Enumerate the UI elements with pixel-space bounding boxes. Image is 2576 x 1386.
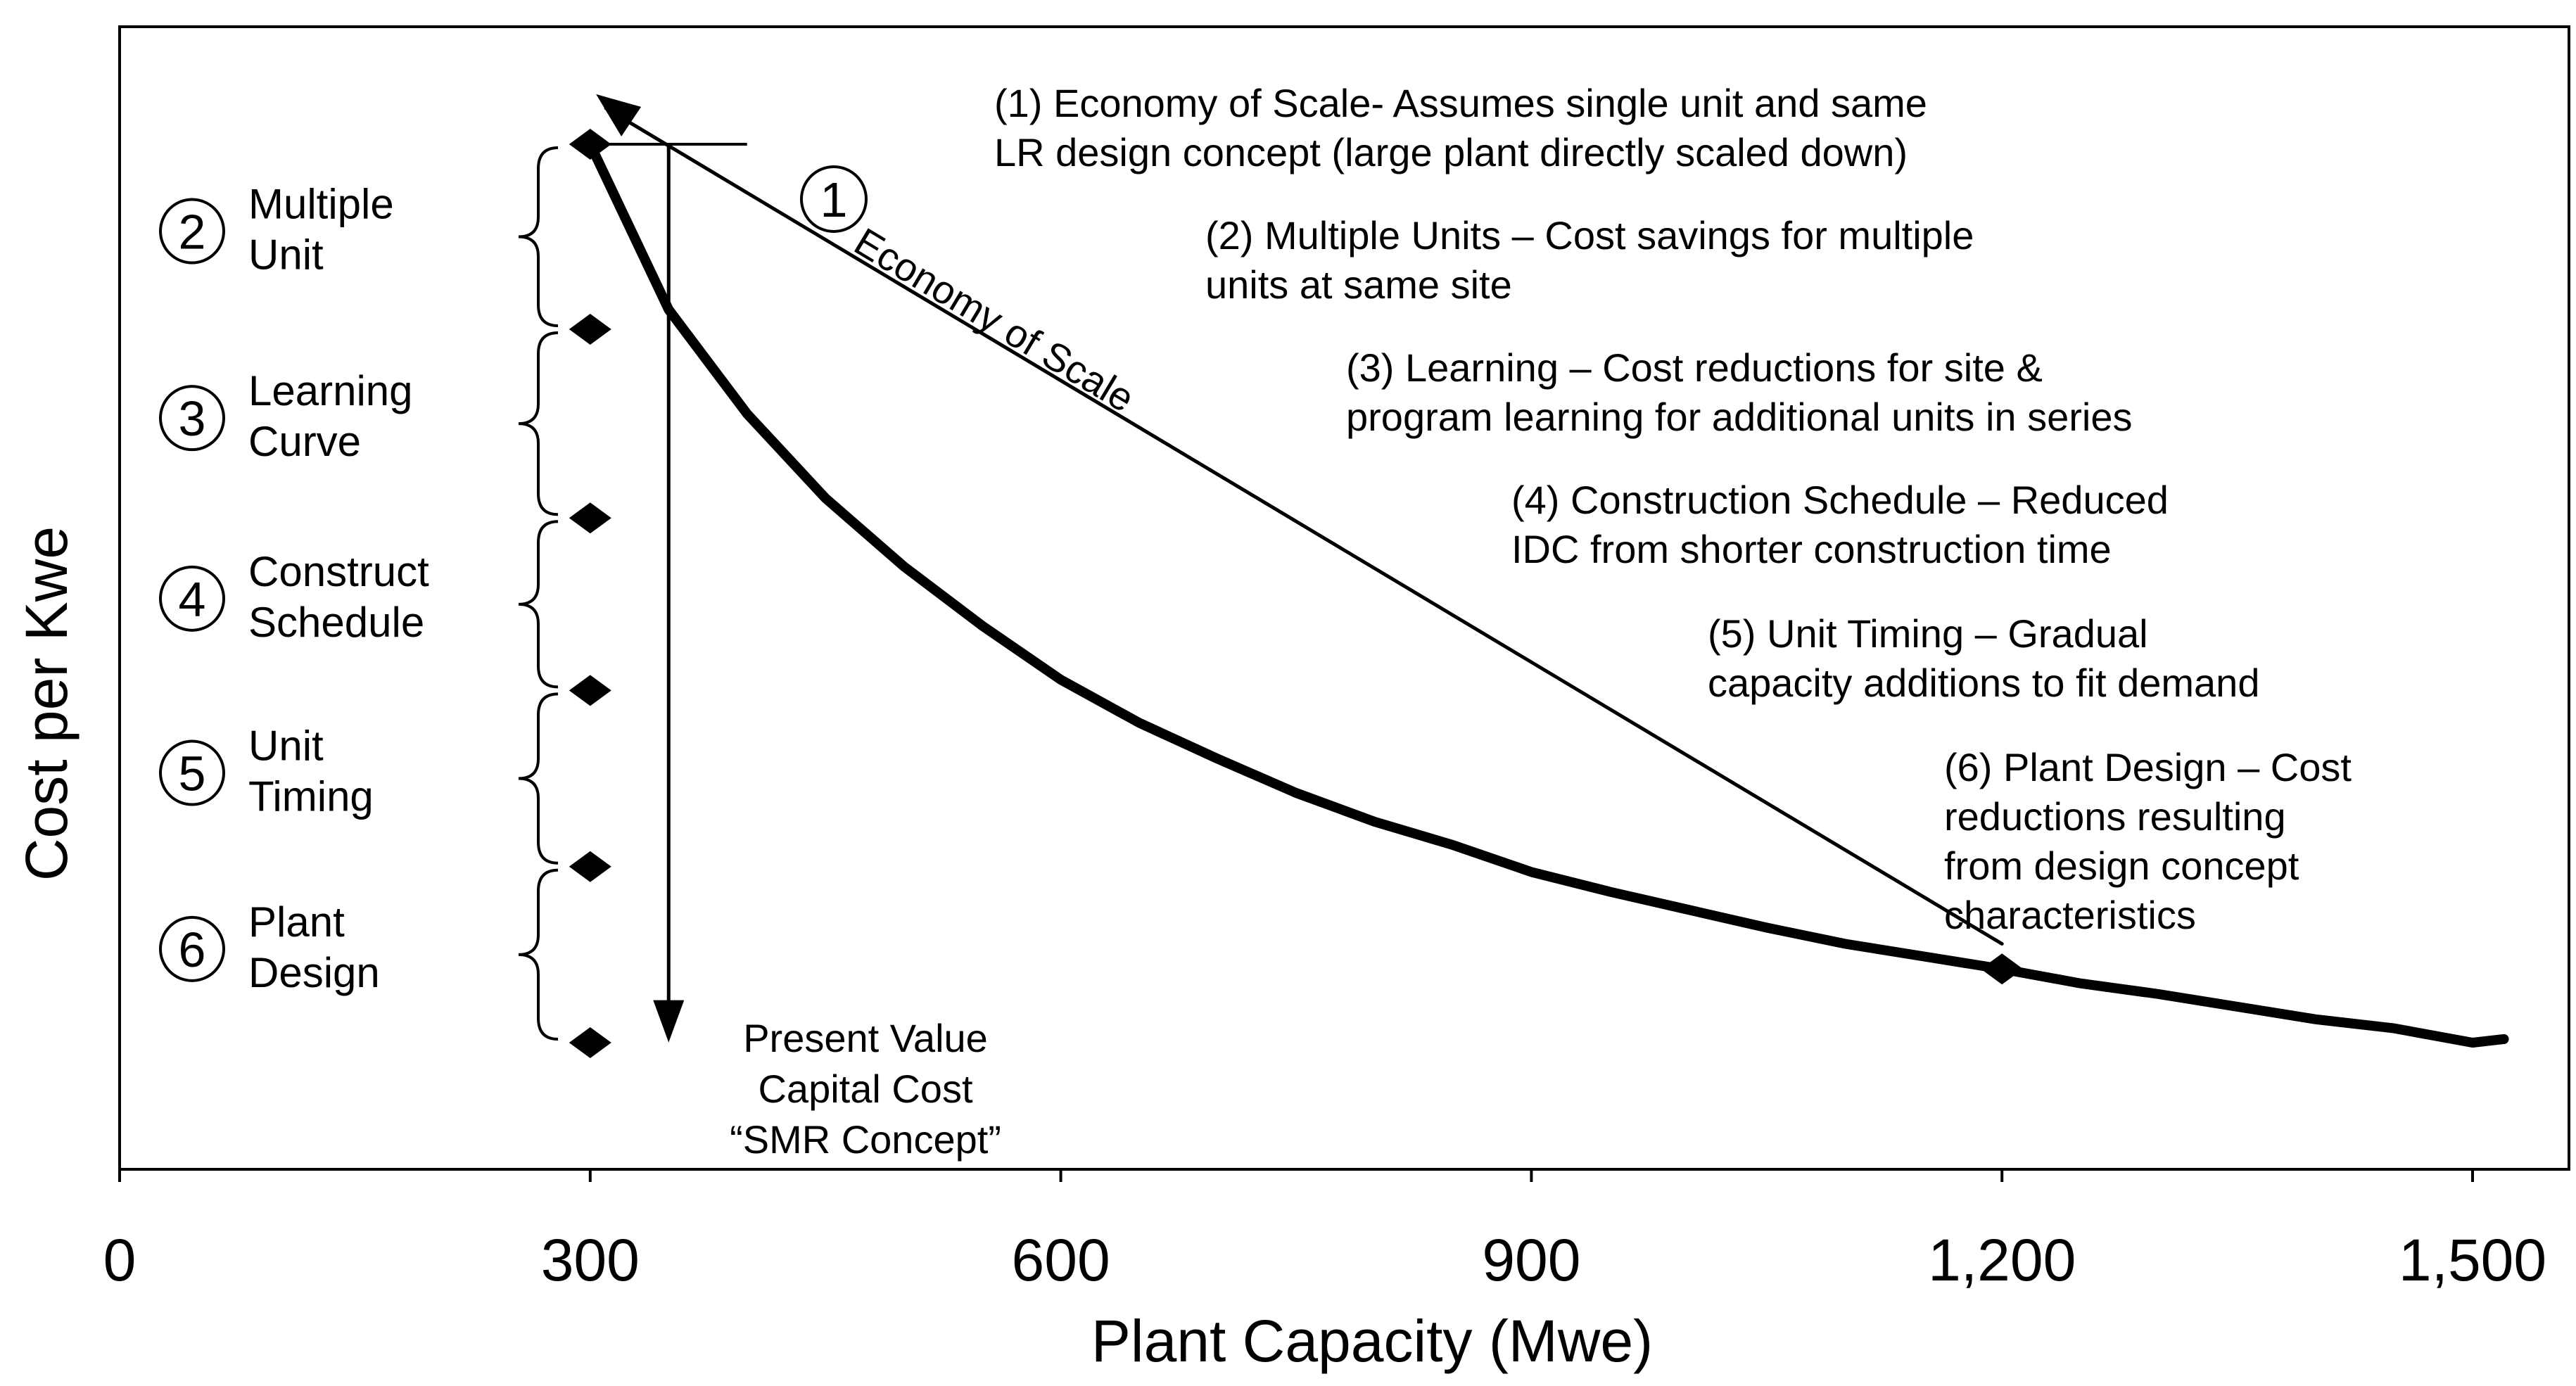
- step-marker: [569, 129, 611, 160]
- step-label-line: Timing: [248, 773, 374, 820]
- step-circle: [159, 565, 225, 632]
- pv-label-line: “SMR Concept”: [730, 1117, 1001, 1162]
- pv-label-line: Present Value: [743, 1016, 988, 1060]
- capital-cost-curve: [585, 139, 2509, 1048]
- note-line: units at same site: [1205, 262, 1512, 307]
- large-plant-marker: [1981, 953, 2024, 985]
- step-label-line: Design: [248, 949, 380, 996]
- y-axis-title: Cost per Kwe: [13, 526, 80, 881]
- step-marker: [569, 1027, 611, 1058]
- step-label-line: Curve: [248, 418, 361, 465]
- economy-of-scale-line: [604, 106, 2004, 946]
- step-label-line: Learning: [248, 367, 413, 414]
- note-line: characteristics: [1944, 893, 2196, 937]
- note-line: IDC from shorter construction time: [1511, 527, 2112, 571]
- step-label-line: Schedule: [248, 599, 424, 646]
- x-tick-label: 900: [1482, 1227, 1580, 1293]
- eos-circle: [800, 165, 868, 233]
- step-marker: [569, 851, 611, 882]
- step-bracket: [518, 520, 559, 689]
- step-marker: [569, 675, 611, 706]
- x-tick-label: 0: [103, 1227, 137, 1293]
- note-line: (3) Learning – Cost reductions for site …: [1346, 345, 2043, 390]
- eos-label: Economy of Scale: [847, 219, 1142, 420]
- x-tick-label: 1,200: [1928, 1227, 2076, 1293]
- pv-arrowhead: [653, 1000, 685, 1043]
- step-number: 5: [179, 746, 206, 801]
- data-markers: [569, 129, 2024, 1058]
- step-label-line: Unit: [248, 231, 324, 279]
- step-label-line: Unit: [248, 723, 324, 770]
- step-bracket: [518, 692, 559, 865]
- eos-arrowhead: [596, 94, 642, 136]
- x-tick-label: 300: [541, 1227, 640, 1293]
- misc-annotations: Present Value Capital Cost “SMR Concept” 1E…: [653, 144, 1142, 1162]
- step-bracket: [518, 331, 559, 516]
- step-circle: [159, 198, 225, 265]
- step-marker: [569, 502, 611, 534]
- step-label-line: Multiple: [248, 181, 394, 228]
- step-bracket: [518, 868, 559, 1041]
- step-marker: [569, 314, 611, 345]
- x-tick-label: 600: [1012, 1227, 1110, 1293]
- annotation-notes: (1) Economy of Scale- Assumes single uni…: [994, 81, 2352, 937]
- step-circle: [159, 739, 225, 806]
- step-bracket: [518, 146, 559, 328]
- plot-frame: [118, 25, 2570, 1171]
- note-line: (4) Construction Schedule – Reduced: [1511, 478, 2169, 522]
- step-label-line: Construct: [248, 548, 429, 595]
- side-steps: 2MultipleUnit3LearningCurve4ConstructSch…: [159, 146, 559, 1041]
- x-tick-label: 1,500: [2399, 1227, 2546, 1293]
- step-number: 4: [179, 572, 206, 627]
- step-number: 3: [179, 391, 206, 446]
- note-line: from design concept: [1944, 844, 2299, 888]
- step-number: 2: [179, 205, 206, 260]
- note-line: (6) Plant Design – Cost: [1944, 745, 2352, 789]
- note-line: program learning for additional units in…: [1346, 395, 2132, 439]
- series-layer: [585, 94, 2509, 1048]
- note-line: (5) Unit Timing – Gradual: [1708, 611, 2148, 656]
- step-label-line: Plant: [248, 898, 345, 946]
- note-line: LR design concept (large plant directly …: [994, 130, 1908, 174]
- note-line: (1) Economy of Scale- Assumes single uni…: [994, 81, 1927, 125]
- eos-circle-number: 1: [820, 172, 848, 227]
- step-circle: [159, 915, 225, 982]
- note-line: (2) Multiple Units – Cost savings for mu…: [1205, 213, 1974, 258]
- step-number: 6: [179, 922, 206, 977]
- x-axis-ticks: 0 300 600 900 1,200 1,500: [103, 1169, 2546, 1293]
- note-line: capacity additions to fit demand: [1708, 661, 2259, 705]
- step-circle: [159, 385, 225, 452]
- note-line: reductions resulting: [1944, 794, 2286, 839]
- x-axis-title: Plant Capacity (Mwe): [1091, 1308, 1653, 1374]
- pv-label-line: Capital Cost: [758, 1067, 972, 1111]
